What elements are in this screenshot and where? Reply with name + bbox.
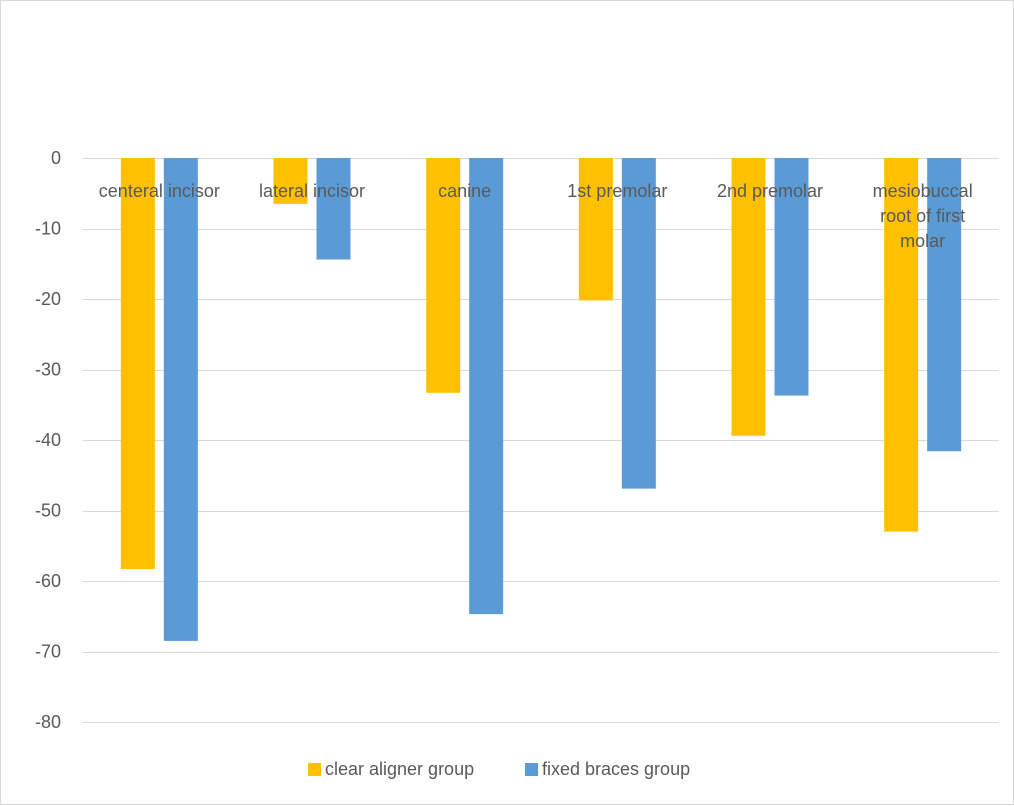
bar-clear-aligner (426, 158, 461, 393)
bar-fixed-braces (927, 158, 962, 452)
category-label-line: lateral incisor (259, 181, 365, 201)
y-tick-label: -70 (35, 642, 61, 662)
y-tick-label: -10 (35, 219, 61, 239)
legend-swatch (308, 763, 321, 776)
bar-clear-aligner (884, 158, 919, 532)
bar-fixed-braces (621, 158, 656, 489)
category-label-line: root of first (880, 206, 965, 226)
category-label: 2nd premolar (717, 181, 823, 201)
category-label: mesiobuccal root of first molar (873, 181, 973, 251)
gridlines (83, 158, 999, 723)
category-labels: centeral incisor lateral incisor canine 1st… (99, 181, 973, 251)
bar-fixed-braces (163, 158, 198, 641)
category-label-line: mesiobuccal (873, 181, 973, 201)
category-label-line: 1st premolar (567, 181, 667, 201)
bar-fixed-braces (774, 158, 809, 396)
bar-fixed-braces (469, 158, 504, 615)
y-tick-label: -80 (35, 712, 61, 732)
category-label-line: canine (438, 181, 491, 201)
y-tick-label: -60 (35, 571, 61, 591)
bar-clear-aligner (578, 158, 613, 301)
bar-clear-aligner (120, 158, 155, 570)
y-tick-label: -30 (35, 360, 61, 380)
category-label: canine (438, 181, 491, 201)
category-label-line: centeral incisor (99, 181, 220, 201)
y-tick-label: -40 (35, 430, 61, 450)
y-tick-label: -20 (35, 289, 61, 309)
y-tick-label: -50 (35, 501, 61, 521)
bars (120, 158, 962, 641)
category-label-line: molar (900, 231, 945, 251)
category-label: lateral incisor (259, 181, 365, 201)
bar-clear-aligner (273, 158, 308, 204)
category-label-line: 2nd premolar (717, 181, 823, 201)
legend-label: clear aligner group (325, 759, 474, 779)
bar-clear-aligner (731, 158, 766, 436)
legend: clear aligner group fixed braces group (308, 759, 690, 779)
bar-fixed-braces (316, 158, 351, 260)
legend-swatch (525, 763, 538, 776)
category-label: centeral incisor (99, 181, 220, 201)
y-tick-label: 0 (51, 148, 61, 168)
legend-label: fixed braces group (542, 759, 690, 779)
category-label: 1st premolar (567, 181, 667, 201)
y-axis-tick-labels: 0 -10 -20 -30 -40 -50 -60 -70 -80 (35, 148, 61, 732)
